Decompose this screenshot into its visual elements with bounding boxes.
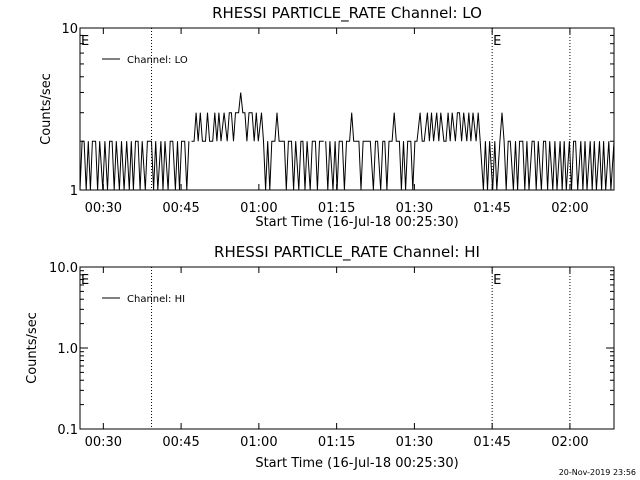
x-tick-label: 02:00 [551,201,588,216]
x-tick-label: 00:45 [162,435,199,450]
x-tick-label: 01:45 [473,201,510,216]
series-line [325,112,615,191]
x-tick-label: 00:45 [162,201,199,216]
x-tick-label: 01:15 [318,201,355,216]
chart-title: RHESSI PARTICLE_RATE Channel: HI [214,243,480,262]
footer-timestamp: 20-Nov-2019 23:56 [558,468,636,477]
y-tick-label: 1 [70,184,78,199]
x-tick-label: 01:00 [240,435,277,450]
legend-entry: Channel: LO [127,55,188,66]
x-tick-label: 00:30 [85,201,122,216]
y-tick-label: 10.0 [49,261,78,276]
x-axis-label: Start Time (16-Jul-18 00:25:30) [255,456,458,471]
x-tick-label: 01:30 [396,435,433,450]
x-tick-label: 01:30 [396,201,433,216]
series-line [79,140,190,191]
x-tick-label: 01:00 [240,201,277,216]
legend-entry: Channel: HI [127,294,185,305]
annotation-marker: E [493,34,501,49]
chart-title: RHESSI PARTICLE_RATE Channel: LO [212,4,482,23]
y-tick-label: 10 [61,22,78,37]
y-axis-label: Counts/sec [25,312,40,384]
x-tick-label: 01:15 [318,435,355,450]
annotation-marker: E [81,34,89,49]
x-tick-label: 00:30 [85,435,122,450]
annotation-marker: E [81,273,89,288]
x-tick-label: 02:00 [551,435,588,450]
series-channel-lo [79,92,615,191]
y-tick-label: 1.0 [57,342,78,357]
y-axis-label: Counts/sec [39,73,54,145]
series-line [191,92,324,191]
x-axis-label: Start Time (16-Jul-18 00:25:30) [255,215,458,230]
y-tick-label: 0.1 [57,423,78,438]
plot-frame [79,266,615,430]
x-tick-label: 01:45 [473,435,510,450]
plot-frame [79,27,615,191]
annotation-marker: E [493,273,501,288]
